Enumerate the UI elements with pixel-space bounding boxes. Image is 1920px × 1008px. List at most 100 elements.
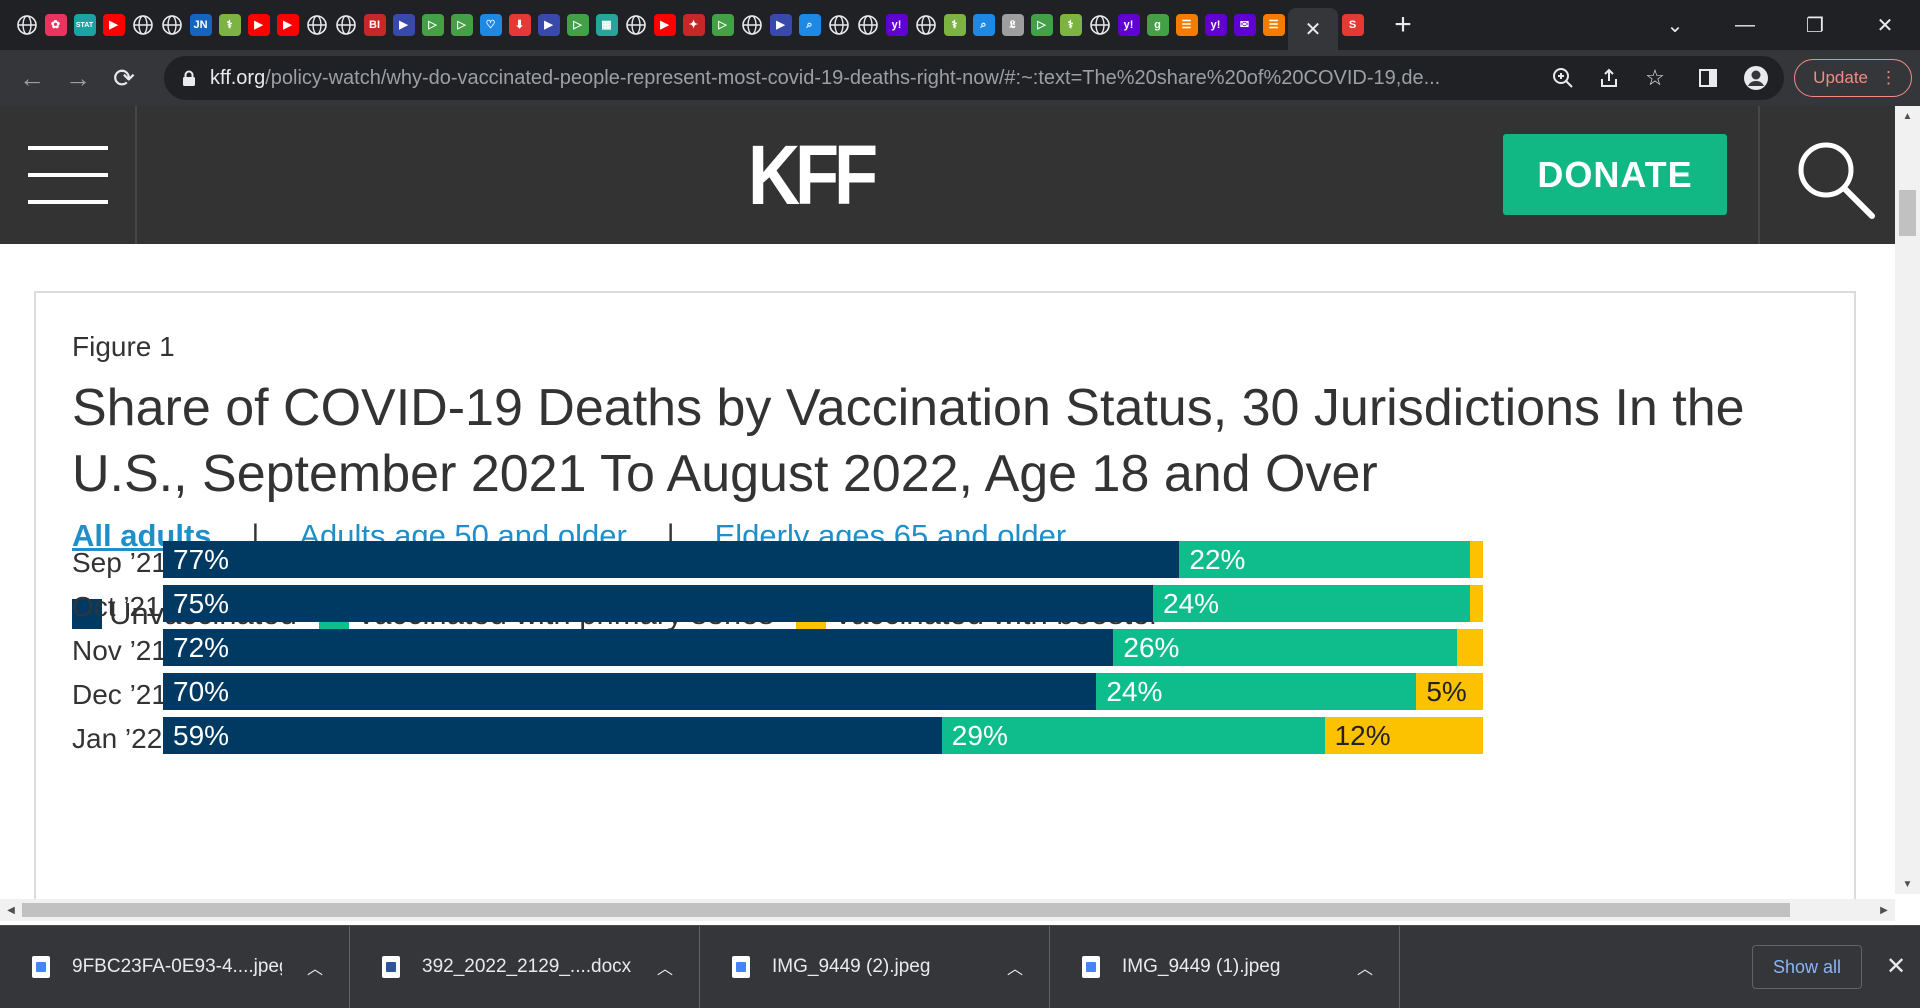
tab[interactable]: ▶ <box>766 0 795 50</box>
tab[interactable]: ▷ <box>447 0 476 50</box>
forward-button[interactable]: → <box>65 62 91 93</box>
bar-segment[interactable]: 22% <box>1179 541 1470 578</box>
horizontal-scrollbar[interactable]: ◀ ▶ <box>0 899 1895 921</box>
tab[interactable]: ▷ <box>563 0 592 50</box>
tab[interactable] <box>824 0 853 50</box>
tab[interactable]: ☰ <box>1172 0 1201 50</box>
tab[interactable] <box>737 0 766 50</box>
vertical-scroll-thumb[interactable] <box>1899 190 1916 236</box>
scroll-up-arrow[interactable]: ▲ <box>1902 110 1913 122</box>
download-item[interactable]: IMG_9449 (1).jpeg ︿ <box>1050 926 1400 1008</box>
bar-segment[interactable]: 24% <box>1096 673 1417 710</box>
scroll-down-arrow[interactable]: ▼ <box>1902 878 1913 890</box>
update-button[interactable]: Update ⋮ <box>1794 59 1912 97</box>
tab[interactable]: ▶ <box>244 0 273 50</box>
bar-segment[interactable]: 29% <box>941 717 1325 754</box>
restore-button[interactable]: ❐ <box>1806 14 1824 37</box>
tab[interactable]: ▷ <box>418 0 447 50</box>
tab[interactable]: ⬇ <box>505 0 534 50</box>
tab[interactable]: ⚕ <box>215 0 244 50</box>
bar-segment[interactable]: 5% <box>1416 673 1483 710</box>
bar-segment[interactable]: 12% <box>1324 717 1483 754</box>
download-item[interactable]: IMG_9449 (2).jpeg ︿ <box>700 926 1050 1008</box>
show-all-downloads-button[interactable]: Show all <box>1752 945 1862 989</box>
vertical-scrollbar[interactable]: ▲ ▼ <box>1895 106 1920 894</box>
bar-segment[interactable]: 24% <box>1153 585 1470 622</box>
bar-segment[interactable]: 59% <box>163 717 942 754</box>
tab[interactable]: STAT <box>70 0 99 50</box>
tab[interactable] <box>1085 0 1114 50</box>
tab[interactable] <box>621 0 650 50</box>
tab[interactable]: ▶ <box>650 0 679 50</box>
bar-segment[interactable] <box>1469 541 1483 578</box>
tab-search-icon[interactable]: ⌄ <box>1666 14 1684 37</box>
tab[interactable]: S <box>1338 0 1367 50</box>
site-logo[interactable]: KFF <box>748 128 878 222</box>
horizontal-scroll-thumb[interactable] <box>22 903 1790 917</box>
tab[interactable]: BI <box>360 0 389 50</box>
tab[interactable]: y! <box>882 0 911 50</box>
download-item[interactable]: 392_2022_2129_....docx ︿ <box>350 926 700 1008</box>
zoom-icon[interactable] <box>1545 60 1581 96</box>
chevron-up-icon[interactable]: ︿ <box>306 961 323 978</box>
bar-segment[interactable] <box>1469 585 1483 622</box>
tab[interactable]: ▶ <box>389 0 418 50</box>
download-item[interactable]: 9FBC23FA-0E93-4....jpeg ︿ <box>0 926 350 1008</box>
share-icon[interactable] <box>1591 60 1627 96</box>
bar-segment[interactable]: 77% <box>163 541 1180 578</box>
active-tab[interactable]: ✕ <box>1288 8 1338 50</box>
bookmark-star-icon[interactable]: ☆ <box>1645 65 1665 90</box>
tab[interactable]: ✿ <box>41 0 70 50</box>
close-download-shelf-icon[interactable]: ✕ <box>1885 952 1907 980</box>
bar-segment[interactable]: 72% <box>163 629 1114 666</box>
tab[interactable] <box>157 0 186 50</box>
tab[interactable]: ▷ <box>708 0 737 50</box>
new-tab-button[interactable]: + <box>1394 8 1412 41</box>
scroll-left-arrow[interactable]: ◀ <box>7 904 15 916</box>
tab[interactable] <box>12 0 41 50</box>
chevron-up-icon[interactable]: ︿ <box>656 961 673 978</box>
scroll-right-arrow[interactable]: ▶ <box>1880 904 1888 916</box>
profile-avatar-icon[interactable] <box>1732 54 1780 102</box>
chevron-up-icon[interactable]: ︿ <box>1006 961 1023 978</box>
tab[interactable] <box>302 0 331 50</box>
tab[interactable]: ▶ <box>534 0 563 50</box>
minimize-button[interactable]: — <box>1735 13 1755 36</box>
tab[interactable]: 𝕷 <box>998 0 1027 50</box>
tab[interactable]: ⚕ <box>940 0 969 50</box>
close-window-button[interactable]: ✕ <box>1876 14 1894 37</box>
tab[interactable]: ✦ <box>679 0 708 50</box>
url-text[interactable]: kff.org/policy-watch/why-do-vaccinated-p… <box>210 67 1535 90</box>
back-button[interactable]: ← <box>19 62 45 93</box>
close-tab-icon[interactable]: ✕ <box>1304 18 1322 41</box>
donate-button[interactable]: DONATE <box>1503 134 1727 215</box>
tab[interactable] <box>853 0 882 50</box>
tab[interactable] <box>128 0 157 50</box>
address-bar[interactable]: kff.org/policy-watch/why-do-vaccinated-p… <box>164 56 1784 100</box>
bar-segment[interactable]: 75% <box>163 585 1153 622</box>
tab[interactable]: ⚕ <box>1056 0 1085 50</box>
tab[interactable] <box>911 0 940 50</box>
tab[interactable]: ♡ <box>476 0 505 50</box>
tab[interactable]: ✉ <box>1230 0 1259 50</box>
tab[interactable]: ▶ <box>273 0 302 50</box>
tab[interactable]: ☰ <box>1259 0 1288 50</box>
bar-segment[interactable] <box>1456 629 1483 666</box>
lock-icon[interactable] <box>182 70 198 86</box>
search-icon[interactable] <box>1792 136 1878 222</box>
bar-segment[interactable]: 26% <box>1113 629 1457 666</box>
tab[interactable]: JN <box>186 0 215 50</box>
bar-segment[interactable]: 70% <box>163 673 1097 710</box>
tab[interactable]: ⌕ <box>795 0 824 50</box>
side-panel-icon[interactable] <box>1684 54 1732 102</box>
tab[interactable]: ▦ <box>592 0 621 50</box>
tab[interactable]: ▶ <box>99 0 128 50</box>
tab[interactable]: g <box>1143 0 1172 50</box>
reload-button[interactable]: ⟳ <box>113 62 135 93</box>
menu-icon[interactable] <box>28 146 108 204</box>
tab[interactable]: y! <box>1114 0 1143 50</box>
chevron-up-icon[interactable]: ︿ <box>1356 961 1373 978</box>
tab[interactable]: ⌕ <box>969 0 998 50</box>
tab[interactable] <box>331 0 360 50</box>
tab[interactable]: ▷ <box>1027 0 1056 50</box>
